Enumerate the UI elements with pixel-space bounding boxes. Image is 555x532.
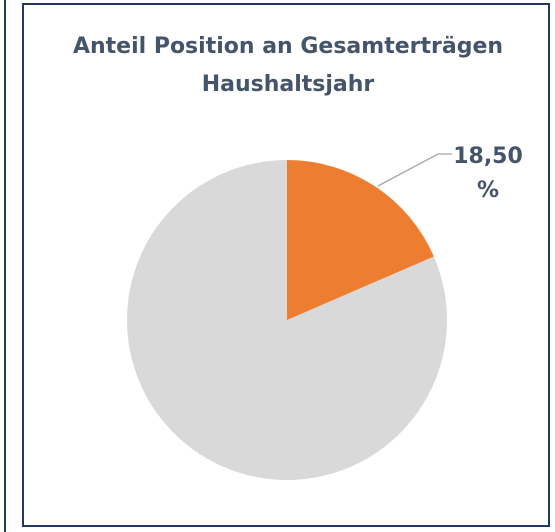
pie-slice: [287, 160, 434, 320]
neighbor-border: [4, 0, 6, 532]
data-label: 18,50 %: [453, 144, 523, 203]
leader-line: [377, 153, 452, 187]
chart-title: Anteil Position an Gesamterträgen Hausha…: [72, 34, 504, 97]
